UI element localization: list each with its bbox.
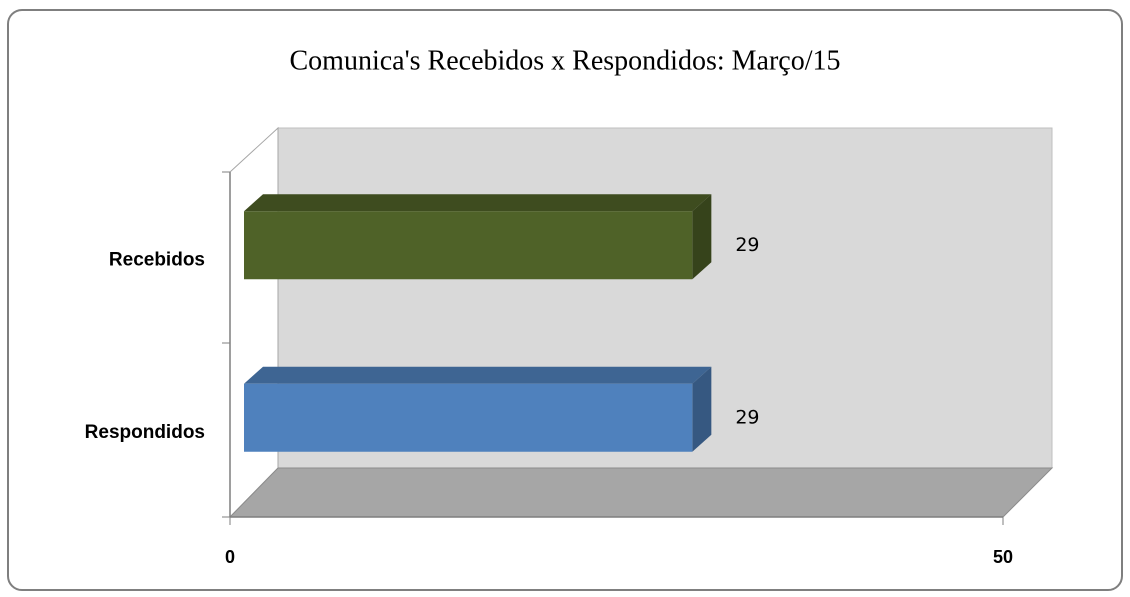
x-tick-label: 0: [225, 547, 235, 567]
y-tick-label: Recebidos: [109, 249, 205, 270]
bar: [244, 211, 693, 280]
bar: [244, 383, 693, 452]
data-label: 29: [735, 406, 759, 428]
bar-side: [692, 366, 712, 452]
bar-top: [244, 194, 712, 212]
bar-top: [244, 366, 712, 384]
y-tick-label: Respondidos: [85, 422, 205, 443]
floor: [228, 467, 1054, 518]
bar-side: [692, 194, 712, 280]
data-label: 29: [735, 234, 759, 256]
x-tick-label: 50: [993, 547, 1013, 567]
side-wall: [229, 126, 279, 519]
chart-title: Comunica's Recebidos x Respondidos: Març…: [290, 45, 841, 76]
